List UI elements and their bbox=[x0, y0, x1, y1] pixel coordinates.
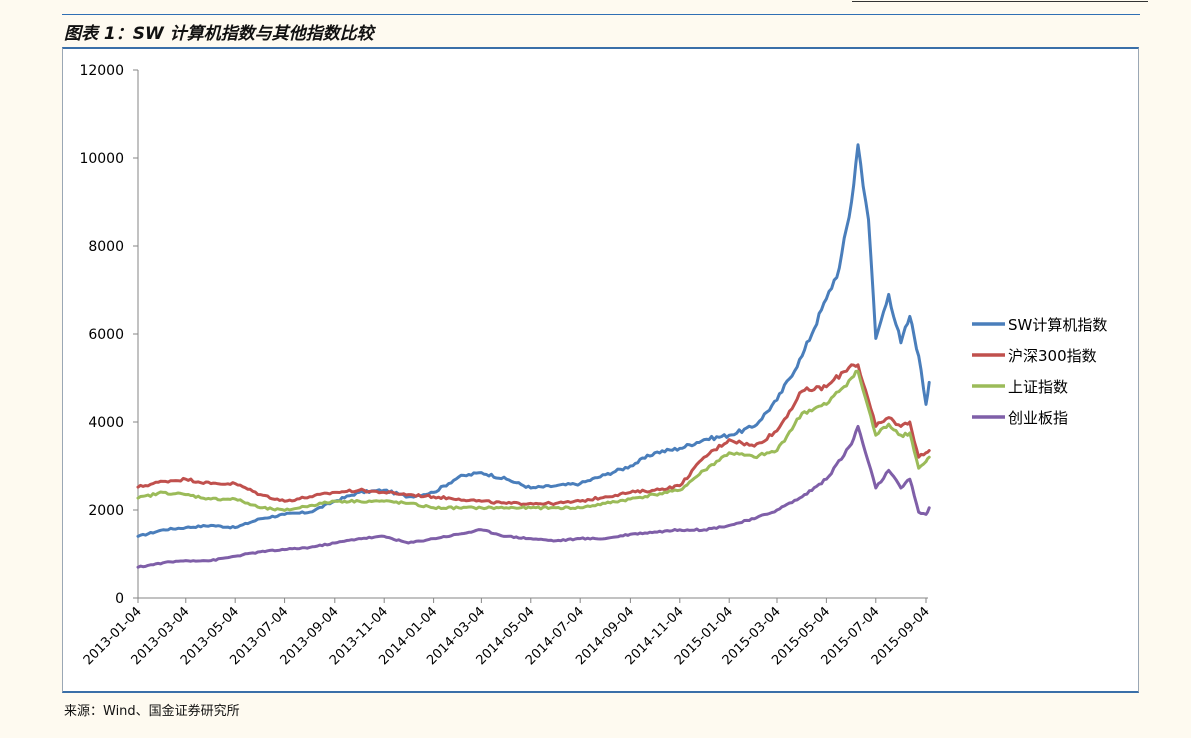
y-tick-label: 10000 bbox=[79, 151, 124, 167]
legend-label: SW计算机指数 bbox=[1008, 316, 1107, 334]
series-line bbox=[136, 143, 931, 538]
series-line bbox=[136, 363, 931, 506]
series-line bbox=[136, 369, 931, 512]
y-tick-label: 8000 bbox=[88, 239, 124, 255]
series-line bbox=[136, 424, 931, 569]
legend-label: 上证指数 bbox=[1008, 378, 1068, 396]
chart-frame bbox=[62, 47, 1139, 693]
legend-label: 创业板指 bbox=[1008, 409, 1068, 427]
figure-title: 图表 1：SW 计算机指数与其他指数比较 bbox=[64, 24, 374, 44]
y-tick-label: 4000 bbox=[88, 415, 124, 431]
y-tick-label: 12000 bbox=[79, 63, 124, 79]
source-note: 来源：Wind、国金证券研究所 bbox=[64, 704, 240, 719]
y-tick-label: 0 bbox=[115, 591, 124, 607]
legend-label: 沪深300指数 bbox=[1008, 347, 1097, 365]
y-tick-label: 6000 bbox=[88, 327, 124, 343]
y-tick-label: 2000 bbox=[88, 503, 124, 519]
title-rule bbox=[62, 14, 1140, 15]
header-rule bbox=[852, 1, 1148, 3]
